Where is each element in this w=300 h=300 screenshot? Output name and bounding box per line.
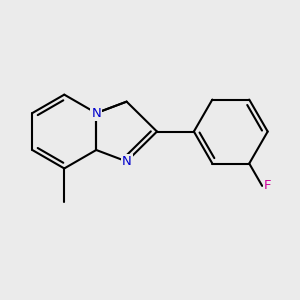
Text: N: N [122, 155, 131, 168]
Text: F: F [264, 179, 272, 192]
Text: N: N [92, 106, 101, 120]
